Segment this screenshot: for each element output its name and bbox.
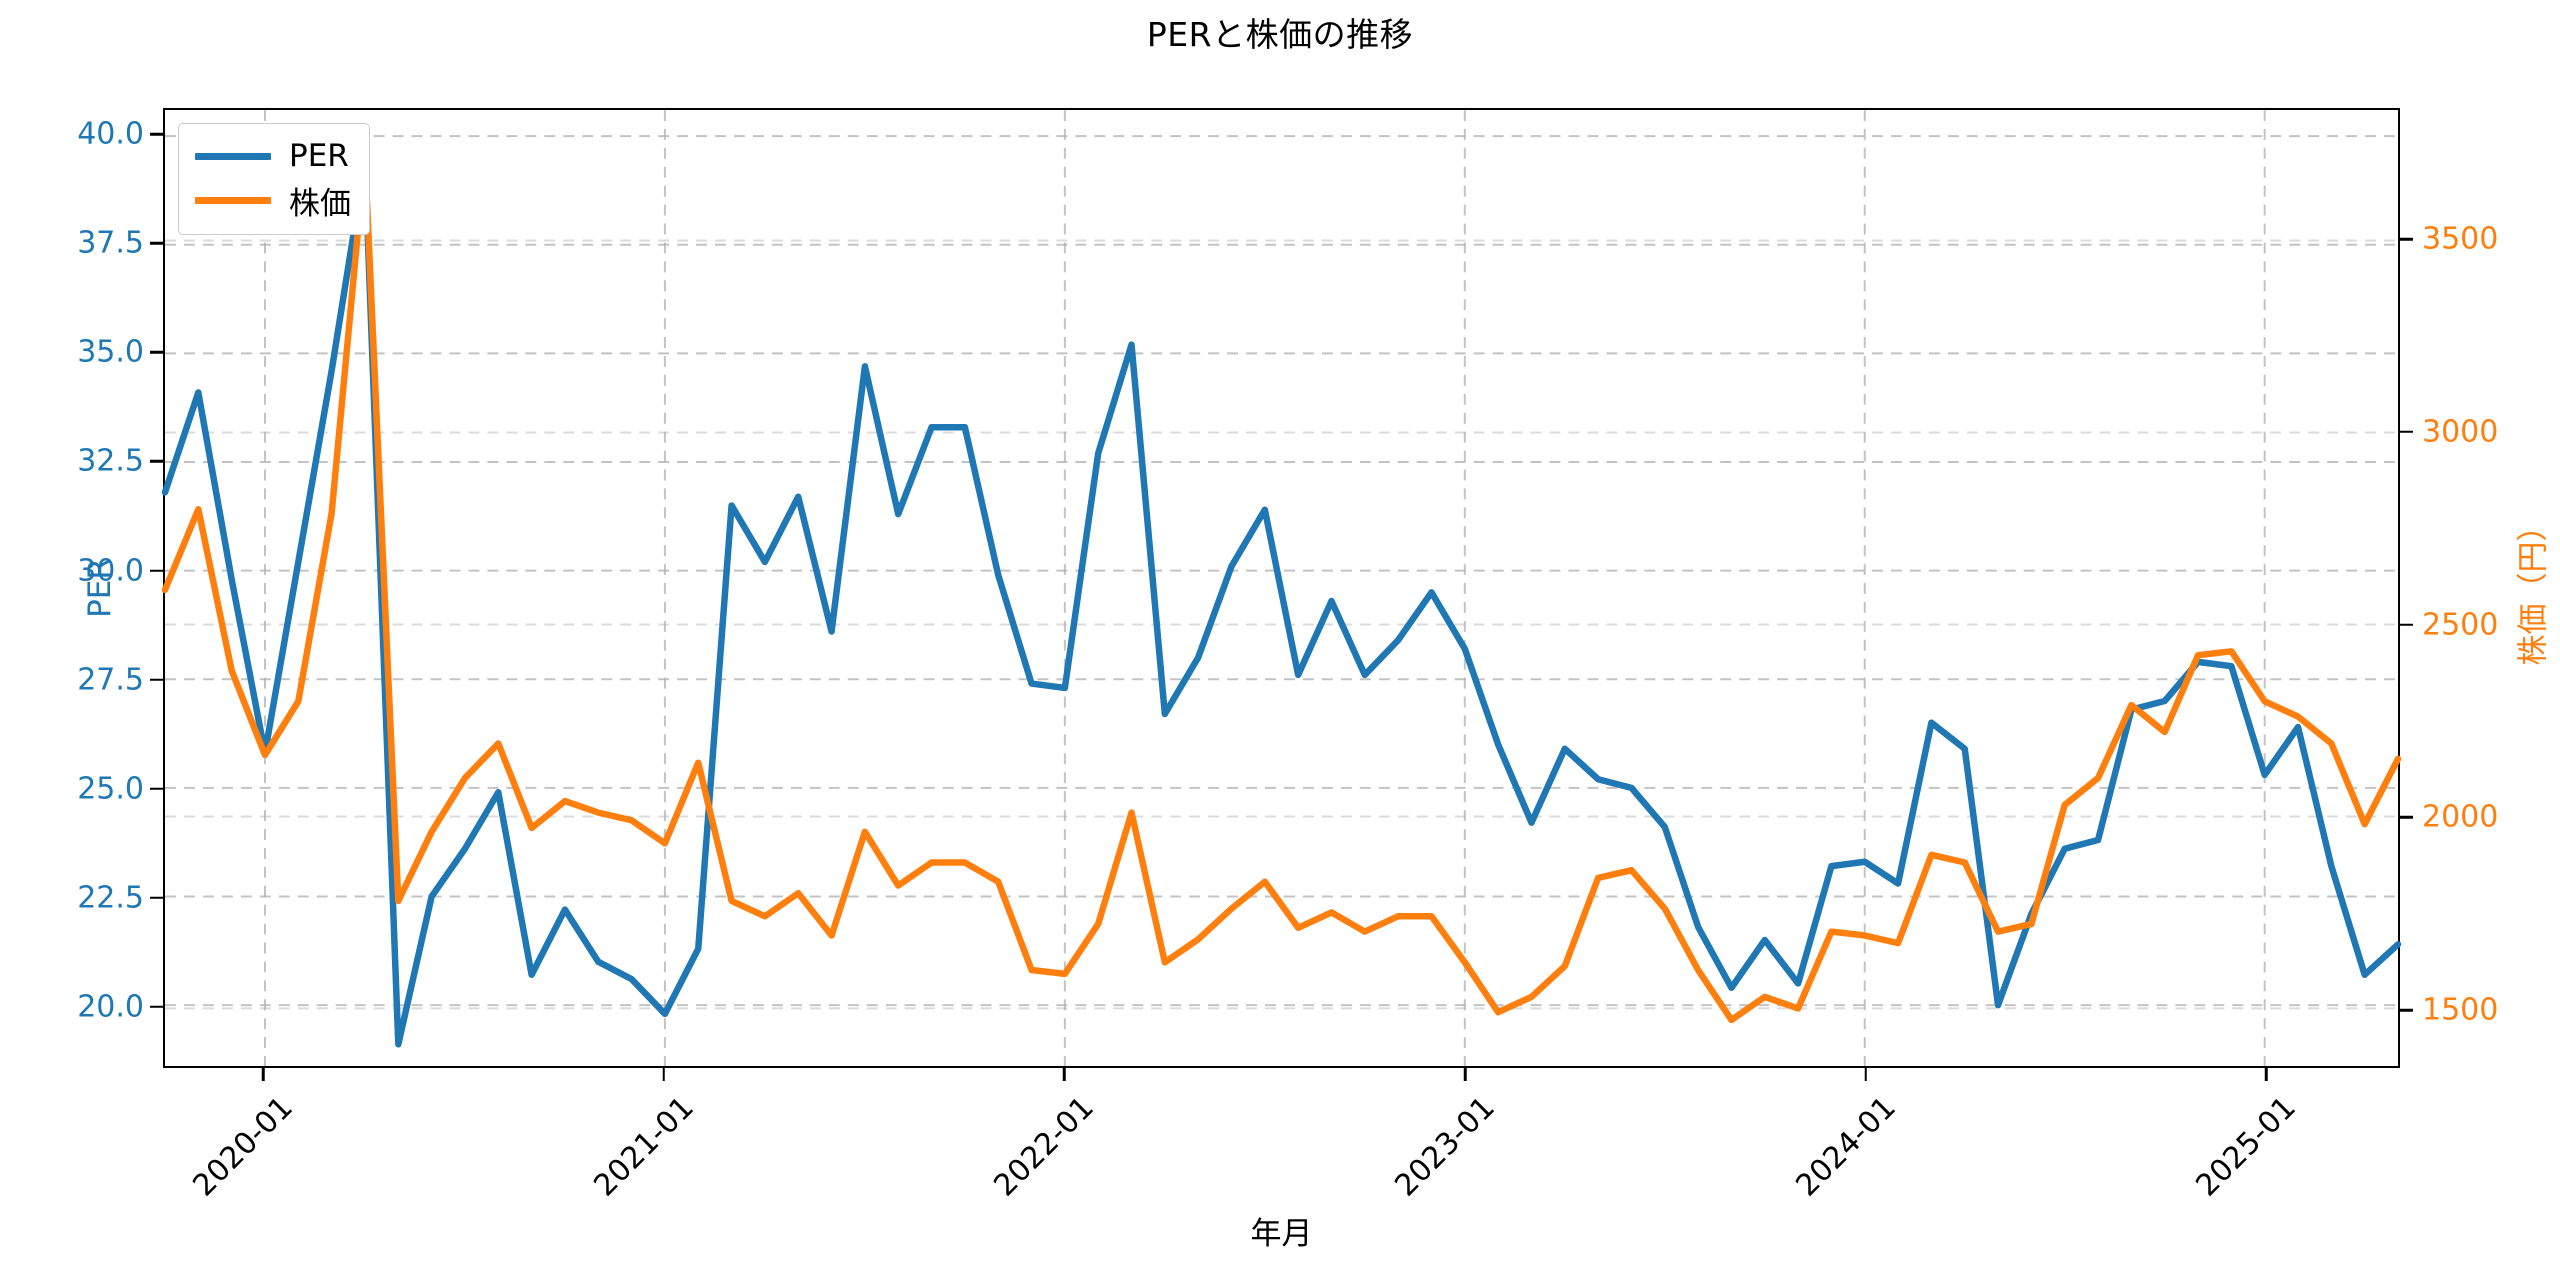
y-axis-right-tick: 2000 xyxy=(2422,799,2499,835)
y-axis-left-tickmark xyxy=(150,678,163,681)
chart-title: PERと株価の推移 xyxy=(1146,15,1414,54)
x-axis-tickmark xyxy=(261,1068,265,1081)
legend: PER 株価 xyxy=(178,123,370,235)
x-axis-tickmark xyxy=(1463,1068,1467,1081)
legend-swatch-price xyxy=(195,196,271,204)
y-axis-right-tick: 3500 xyxy=(2422,221,2499,257)
x-axis-tick: 2023-01 xyxy=(1388,1090,1502,1204)
y-axis-left-tick: 32.5 xyxy=(77,443,144,479)
y-axis-left-tickmark xyxy=(150,460,163,463)
x-axis-tick: 2021-01 xyxy=(587,1090,701,1204)
y-axis-left-tickmark xyxy=(150,351,163,354)
plot-area: PER 株価 xyxy=(161,108,2402,1068)
y-axis-left-tickmark xyxy=(150,242,163,245)
series-line-PER xyxy=(161,158,2402,1048)
x-axis-tickmark xyxy=(1864,1068,1868,1081)
y-axis-right-tickmark xyxy=(2400,237,2413,241)
y-axis-left-tickmark xyxy=(150,896,163,900)
series-line-株価 xyxy=(161,152,2402,1024)
y-axis-right-tick: 3000 xyxy=(2422,414,2499,450)
y-axis-left-tick: 25.0 xyxy=(77,771,144,807)
x-axis-tick: 2020-01 xyxy=(186,1090,300,1204)
y-axis-right-tickmark xyxy=(2400,1008,2413,1012)
legend-item-price[interactable]: 株価 xyxy=(195,178,351,222)
y-axis-left-tick: 40.0 xyxy=(77,116,144,152)
legend-label-price: 株価 xyxy=(289,185,351,222)
x-axis-tickmark xyxy=(662,1068,666,1081)
y-axis-right-tickmark xyxy=(2400,623,2413,626)
grid-lines xyxy=(165,110,2398,1066)
x-axis-tickmark xyxy=(2265,1068,2268,1081)
x-axis-tickmark xyxy=(1063,1068,1066,1081)
y-axis-left-tickmark xyxy=(150,787,163,790)
x-axis-tick: 2025-01 xyxy=(2189,1090,2304,1204)
x-axis-tick: 2022-01 xyxy=(987,1090,1102,1204)
y-axis-left-tick: 22.5 xyxy=(77,880,144,916)
y-axis-right-tickmark xyxy=(2400,816,2413,819)
x-axis-tick: 2024-01 xyxy=(1789,1090,1903,1204)
y-axis-left-tick: 20.0 xyxy=(77,989,144,1025)
legend-label-per: PER xyxy=(289,138,349,174)
y-axis-right-tick: 2500 xyxy=(2422,607,2499,643)
y-axis-left-tick: 30.0 xyxy=(77,553,144,589)
x-axis-label: 年月 xyxy=(1250,1216,1313,1252)
y-axis-right-label: 株価（円） xyxy=(2515,510,2552,666)
legend-item-per[interactable]: PER xyxy=(195,134,351,178)
y-axis-left-tickmark xyxy=(150,1005,163,1009)
y-axis-left-tick: 37.5 xyxy=(77,225,144,261)
y-axis-left-tick: 35.0 xyxy=(77,334,144,370)
legend-swatch-per xyxy=(195,152,271,160)
y-axis-left-tickmark xyxy=(150,569,163,572)
y-axis-right-tickmark xyxy=(2400,430,2413,434)
data-lines xyxy=(161,152,2402,1048)
y-axis-left-tickmark xyxy=(150,132,163,136)
y-axis-right-tick: 1500 xyxy=(2422,992,2499,1028)
y-axis-left-tick: 27.5 xyxy=(77,662,144,698)
